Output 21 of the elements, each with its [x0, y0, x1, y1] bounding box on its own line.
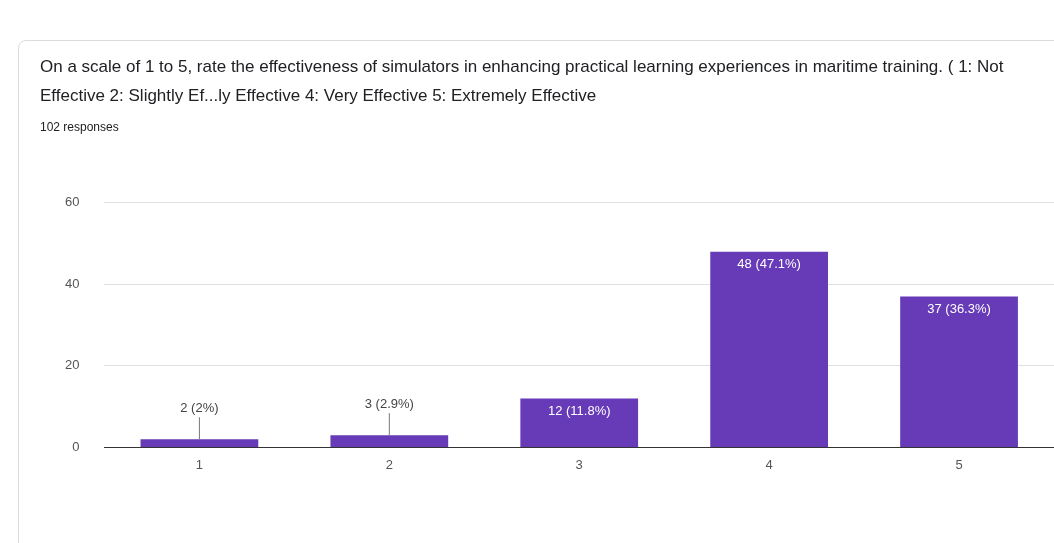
- bar: [330, 435, 449, 447]
- x-tick-label: 3: [575, 456, 583, 472]
- y-tick-label: 40: [64, 275, 80, 291]
- chart-title: On a scale of 1 to 5, rate the effectiveness of simulators in enhancing practical learning experiences in maritime training. ( 1: Not Effective 2: Slightly Ef...ly Effective 4: Very Effective 5: Extremely Effective: [40, 56, 1005, 107]
- x-tick-label: 5: [955, 456, 963, 472]
- data-label: 48 (47.1%): [737, 255, 801, 271]
- bar: [710, 251, 829, 447]
- bar: [140, 439, 259, 447]
- data-label: 12 (11.8%): [547, 402, 611, 418]
- x-tick-label: 1: [195, 456, 204, 472]
- chart-subtitle: 102 responses: [40, 120, 119, 134]
- x-tick-label: 4: [765, 456, 773, 472]
- data-label: 2 (2%): [180, 400, 219, 416]
- data-label: 3 (2.9%): [364, 396, 414, 412]
- bar: [520, 398, 639, 447]
- bar: [900, 296, 1018, 447]
- y-tick-label: 60: [64, 194, 80, 210]
- data-label: 37 (36.3%): [927, 300, 991, 316]
- x-tick-label: 2: [385, 456, 393, 472]
- y-tick-label: 20: [64, 357, 80, 373]
- y-tick-label: 0: [72, 438, 80, 454]
